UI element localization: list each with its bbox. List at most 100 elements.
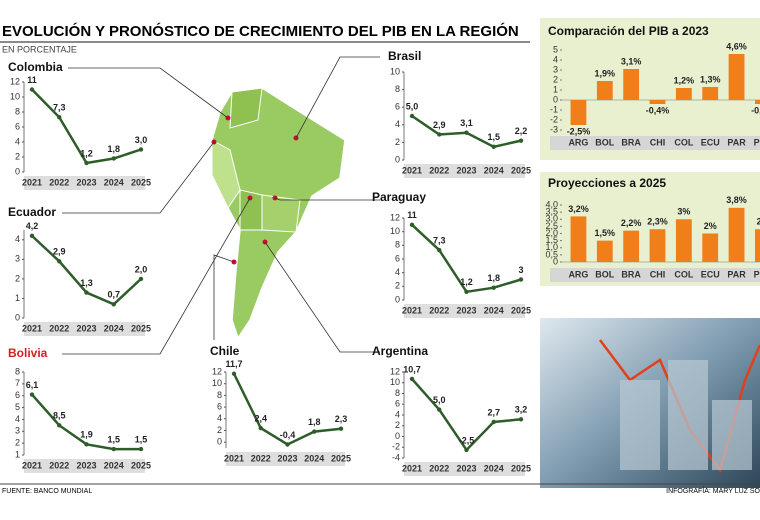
data-label: 3 <box>518 265 523 275</box>
y-tick-label: 1,5 <box>545 235 558 245</box>
y-tick-label: 3 <box>15 254 20 264</box>
x-band <box>550 136 760 150</box>
y-tick-label: 4 <box>15 414 20 424</box>
y-tick-label: 4,0 <box>545 199 558 209</box>
source: FUENTE: BANCO MUNDIAL <box>2 488 92 495</box>
data-label: -0,4% <box>646 105 670 115</box>
x-tick-label: BRA <box>621 137 641 147</box>
y-tick-label: 12 <box>390 212 400 222</box>
x-tick-label: 2021 <box>22 177 42 187</box>
x-tick-label: ECU <box>701 269 720 279</box>
bar <box>702 233 719 262</box>
point <box>84 290 89 295</box>
point <box>138 147 144 152</box>
data-label: 1,2 <box>80 148 93 158</box>
bar <box>728 54 745 100</box>
x-tick-label: 2022 <box>429 463 449 473</box>
data-label: 3,2 <box>515 405 528 415</box>
x-tick-label: COL <box>674 269 694 279</box>
data-label: 2,2% <box>621 218 642 228</box>
point <box>285 442 290 447</box>
bar <box>623 230 640 262</box>
point <box>84 442 89 447</box>
data-label: 8,5 <box>53 411 66 421</box>
y-tick-label: 5 <box>15 402 20 412</box>
point <box>29 392 35 397</box>
bar <box>675 219 692 262</box>
y-tick-label: 2 <box>15 151 20 161</box>
y-tick-label: 2,5 <box>545 221 558 231</box>
chart-title: Ecuador <box>8 205 56 219</box>
y-tick-label: 3 <box>553 64 558 74</box>
x-tick-label: BOL <box>595 137 615 147</box>
y-tick-label: 2 <box>395 137 400 147</box>
x-tick-label: 2024 <box>484 165 504 175</box>
chart-title: Paraguay <box>372 190 426 204</box>
x-tick-label: PER <box>754 137 760 147</box>
bar <box>623 69 640 100</box>
data-label: -0,4 <box>280 430 296 440</box>
point <box>111 156 116 161</box>
y-tick-label: 3,5 <box>545 207 558 217</box>
x-tick-label: 2025 <box>131 323 151 333</box>
bar <box>755 100 760 104</box>
data-label: 2,4 <box>254 413 267 423</box>
bar <box>649 229 666 262</box>
x-tick-label: 2024 <box>104 323 124 333</box>
x-tick-label: 2023 <box>456 305 476 315</box>
x-band <box>550 268 760 282</box>
point <box>491 419 496 425</box>
x-tick-label: ECU <box>701 137 720 147</box>
data-label: 2,9 <box>433 120 446 130</box>
y-tick-label: 1 <box>15 449 20 459</box>
data-label: 3,1% <box>621 56 642 66</box>
line <box>31 393 141 451</box>
map <box>62 56 380 355</box>
x-tick-label: ARG <box>568 269 588 279</box>
data-label: 2,2 <box>515 126 528 136</box>
point <box>437 247 442 253</box>
data-label: -2,5 <box>459 435 475 445</box>
y-tick-label: 8 <box>395 388 400 398</box>
data-label: 7,3 <box>433 235 446 245</box>
point <box>491 144 496 149</box>
y-tick-label: 6 <box>15 121 20 131</box>
x-tick-label: BOL <box>595 269 615 279</box>
y-tick-label: 2 <box>15 438 20 448</box>
y-tick-label: 10 <box>390 66 400 76</box>
point <box>57 423 62 428</box>
x-tick-label: 2022 <box>429 305 449 315</box>
point <box>409 222 415 228</box>
y-tick-label: -2 <box>392 442 400 452</box>
y-tick-label: 4 <box>395 267 400 277</box>
point <box>29 87 35 92</box>
photo <box>540 318 760 488</box>
point <box>491 285 496 290</box>
bar <box>702 87 719 100</box>
bar <box>755 229 760 262</box>
point <box>231 371 237 376</box>
y-tick-label: 0 <box>395 431 400 441</box>
x-tick-label: 2025 <box>511 165 531 175</box>
data-label: 1,8 <box>308 417 321 427</box>
credit: INFOGRAFÍA: MARY LUZ SO <box>666 486 760 495</box>
y-tick-label: 4 <box>217 413 222 423</box>
y-tick-label: 2,0 <box>545 228 558 238</box>
x-tick-label: BRA <box>621 269 641 279</box>
point <box>409 376 415 382</box>
point <box>338 426 344 431</box>
y-tick-label: -4 <box>392 452 400 462</box>
point <box>111 446 116 452</box>
point <box>464 289 469 294</box>
x-tick-label: 2024 <box>104 177 124 187</box>
x-tick-label: CHI <box>650 137 666 147</box>
x-tick-label: ARG <box>568 137 588 147</box>
y-tick-label: 0 <box>553 256 558 266</box>
y-tick-label: 3,0 <box>545 214 558 224</box>
x-band <box>24 322 145 336</box>
x-tick-label: 2024 <box>104 460 124 470</box>
y-tick-label: 4 <box>395 119 400 129</box>
y-tick-label: 2 <box>395 281 400 291</box>
x-band <box>226 452 345 466</box>
point <box>258 425 263 431</box>
